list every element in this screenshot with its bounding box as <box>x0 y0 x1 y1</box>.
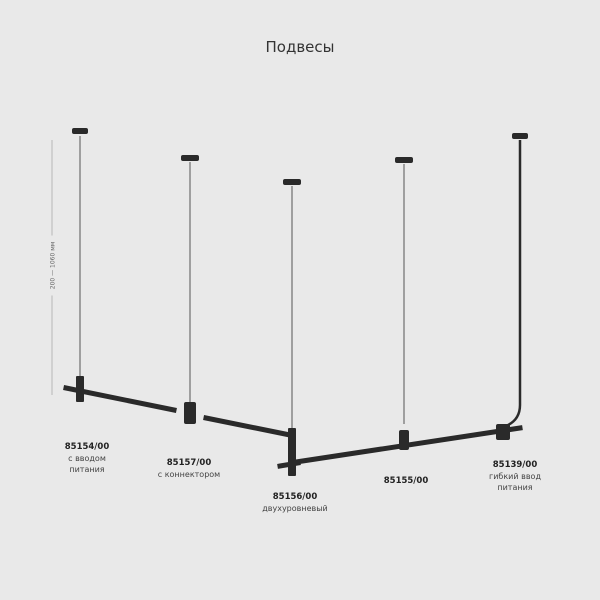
body-2 <box>184 402 196 424</box>
product-code: 85154/00 <box>64 442 110 452</box>
product-label-5: 85139/00 гибкий ввод питания <box>455 460 575 493</box>
rail-2 <box>203 415 293 438</box>
canopy-4 <box>395 157 413 163</box>
product-label-2: 85157/00 с коннектором <box>129 458 249 480</box>
canopy-2 <box>181 155 199 161</box>
body-1 <box>76 376 84 402</box>
product-desc: двухуровневый <box>262 504 328 513</box>
product-code: 85139/00 <box>492 460 538 470</box>
connectors <box>76 376 510 476</box>
canopies <box>72 128 528 185</box>
product-desc: с вводом питания <box>68 454 106 474</box>
dimension-label: 200 — 1060 мм <box>49 235 57 296</box>
product-code: 85157/00 <box>166 458 212 468</box>
product-code: 85155/00 <box>383 476 429 486</box>
canopy-1 <box>72 128 88 134</box>
product-label-3: 85156/00 двухуровневый <box>235 492 355 514</box>
canopy-5 <box>512 133 528 139</box>
product-label-4: 85155/00 <box>346 476 466 487</box>
body-5 <box>496 424 510 440</box>
canopy-3 <box>283 179 301 185</box>
suspension-cords <box>79 136 405 430</box>
product-desc: с коннектором <box>157 470 221 479</box>
body-4 <box>399 430 409 450</box>
product-label-1: 85154/00 с вводом питания <box>27 442 147 475</box>
product-desc: гибкий ввод питания <box>489 472 541 492</box>
product-code: 85156/00 <box>272 492 318 502</box>
body-3 <box>288 428 296 476</box>
page-title: Подвесы <box>265 38 335 56</box>
flexible-power-cord <box>505 140 522 428</box>
